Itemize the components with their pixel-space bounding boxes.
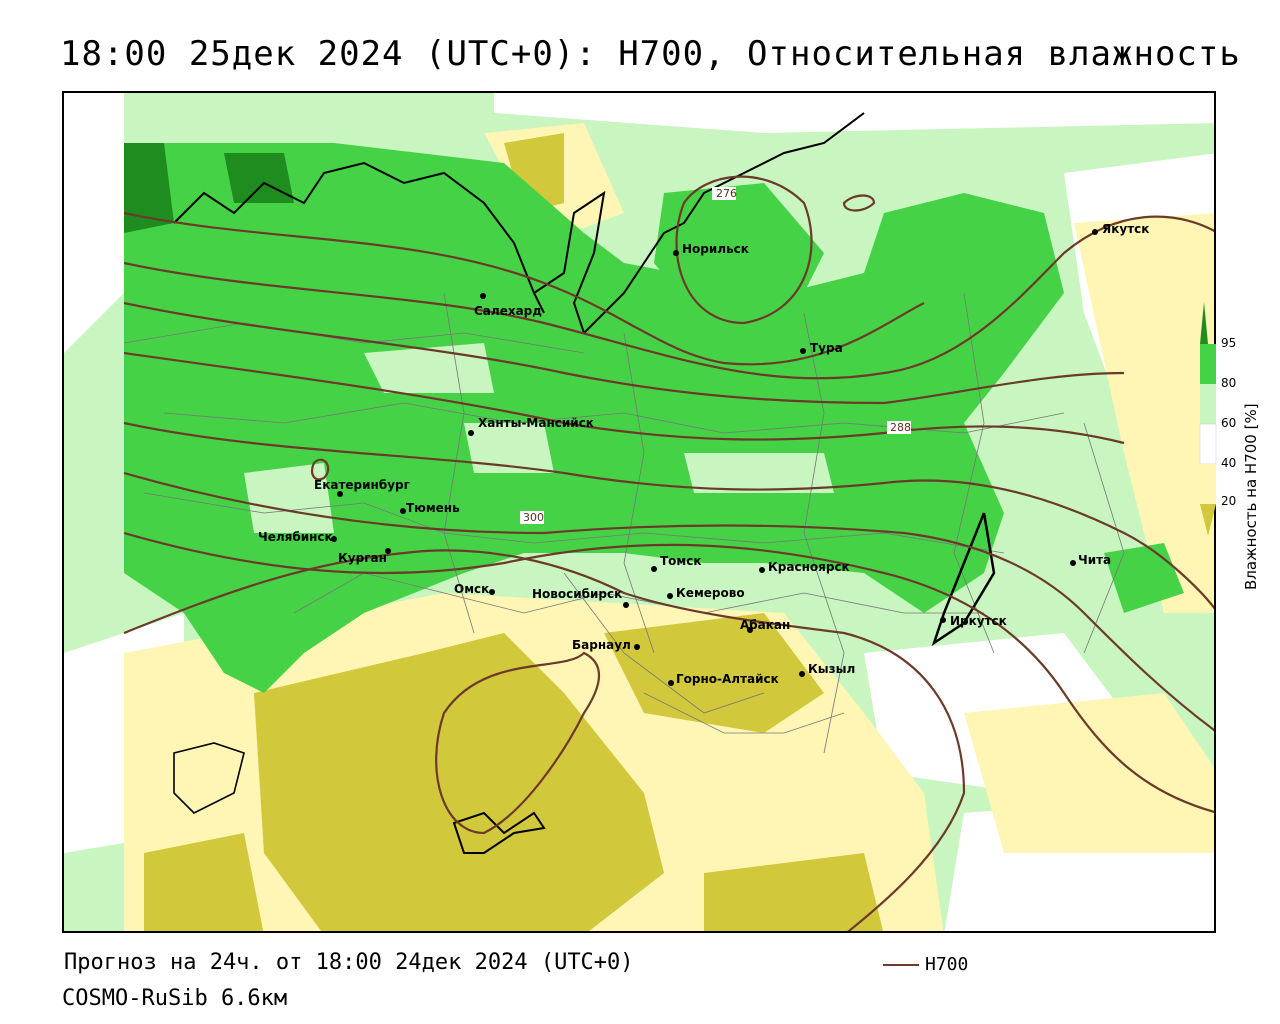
city-label-tomsk: Томск	[660, 554, 702, 568]
city-dot	[673, 250, 679, 256]
contour-label-288: 288	[890, 421, 911, 434]
humidity-saturated-area	[224, 153, 294, 203]
humidity-dry-area	[704, 853, 884, 931]
contour-label-bg	[887, 421, 911, 434]
humidity-pale-yellow	[1074, 213, 1214, 613]
colorbar-band-40-60	[1199, 423, 1217, 465]
city-dot	[480, 293, 486, 299]
colorbar-tick-20: 20	[1221, 494, 1237, 508]
humidity-dry-area	[144, 833, 264, 931]
city-dot	[489, 589, 495, 595]
city-dot	[400, 508, 406, 514]
city-label-kurgan: Курган	[338, 551, 387, 565]
humidity-pale-yellow	[964, 693, 1214, 853]
city-dot	[1070, 560, 1076, 566]
city-dot	[468, 430, 474, 436]
contour-label-300: 300	[523, 511, 544, 524]
map-panel: 276 288 300 Якутск Норильск Салехард Тур…	[62, 91, 1216, 933]
city-label-chelyabinsk: Челябинск	[258, 530, 333, 544]
city-label-novosibirsk: Новосибирск	[532, 587, 622, 601]
humidity-hole	[244, 463, 334, 533]
city-dot	[800, 348, 806, 354]
colorbar-tick-60: 60	[1221, 416, 1237, 430]
humidity-moist-band	[1104, 543, 1184, 613]
contour-label-276: 276	[716, 187, 737, 200]
colorbar-title: Влажность на H700 [%]	[1242, 403, 1260, 590]
humidity-hole	[684, 453, 834, 493]
city-dot	[747, 627, 753, 633]
legend-line-swatch	[883, 963, 919, 966]
colorbar-band-80-95	[1200, 344, 1216, 384]
forecast-info: Прогноз на 24ч. от 18:00 24дек 2024 (UTC…	[64, 950, 634, 975]
city-dot	[940, 617, 946, 623]
model-name: COSMO-RuSib 6.6км	[62, 986, 288, 1011]
city-label-kemerovo: Кемерово	[676, 586, 745, 600]
contour-label-bg	[712, 187, 736, 200]
humidity-dry-area	[254, 633, 664, 931]
city-markers: Якутск Норильск Салехард Тура Ханты-Манс…	[258, 222, 1149, 686]
humidity-hole	[464, 423, 554, 473]
city-label-tyumen: Тюмень	[406, 501, 460, 515]
city-dot	[667, 593, 673, 599]
colorbar-tick-80: 80	[1221, 376, 1237, 390]
humidity-saturated-area	[124, 143, 174, 233]
colorbar-triangle-top	[1200, 302, 1208, 344]
line-legend: H700	[883, 954, 968, 975]
humidity-dry-area	[604, 613, 824, 733]
humidity-map: 276 288 300 Якутск Норильск Салехард Тур…	[64, 93, 1214, 931]
city-label-krasnoyarsk: Красноярск	[768, 560, 850, 574]
colorbar-triangle-bottom	[1200, 504, 1216, 536]
colorbar-tick-40: 40	[1221, 456, 1237, 470]
city-label-tura: Тура	[810, 341, 843, 355]
colorbar-tick-95: 95	[1221, 336, 1237, 350]
city-label-gorno: Горно-Алтайск	[676, 672, 779, 686]
city-dot	[634, 644, 640, 650]
city-label-irkutsk: Иркутск	[950, 614, 1007, 628]
map-title: 18:00 25дек 2024 (UTC+0): H700, Относите…	[60, 34, 1241, 74]
city-dot	[651, 566, 657, 572]
city-label-salekhard: Салехард	[474, 304, 542, 318]
h700-contours	[123, 175, 1214, 931]
humidity-white-area	[494, 93, 1214, 133]
humidity-white-area	[64, 93, 124, 353]
city-dot	[1092, 229, 1098, 235]
city-label-barnaul: Барнаул	[572, 638, 631, 652]
city-label-chita: Чита	[1078, 553, 1111, 567]
city-dot	[668, 680, 674, 686]
legend-line-label: H700	[925, 954, 969, 975]
city-dot	[623, 602, 629, 608]
contour-label-bg	[520, 511, 544, 524]
humidity-moist-band	[654, 183, 824, 333]
city-dot	[337, 491, 343, 497]
coastlines	[173, 112, 996, 854]
city-dot	[759, 567, 765, 573]
city-label-abakan: Абакан	[740, 618, 790, 632]
city-label-yakutsk: Якутск	[1102, 222, 1149, 236]
city-label-khanty: Ханты-Мансийск	[478, 416, 594, 430]
city-dot	[799, 671, 805, 677]
city-dot	[385, 548, 391, 554]
city-label-kyzyl: Кызыл	[808, 662, 855, 676]
colorbar	[1199, 302, 1217, 536]
humidity-moist-band	[124, 143, 1064, 693]
city-label-omsk: Омск	[454, 582, 489, 596]
colorbar-band-20-40	[1200, 464, 1216, 504]
city-label-norilsk: Норильск	[682, 242, 749, 256]
city-dot	[331, 536, 337, 542]
colorbar-band-60-80	[1200, 384, 1216, 424]
city-label-ekb: Екатеринбург	[314, 478, 410, 492]
